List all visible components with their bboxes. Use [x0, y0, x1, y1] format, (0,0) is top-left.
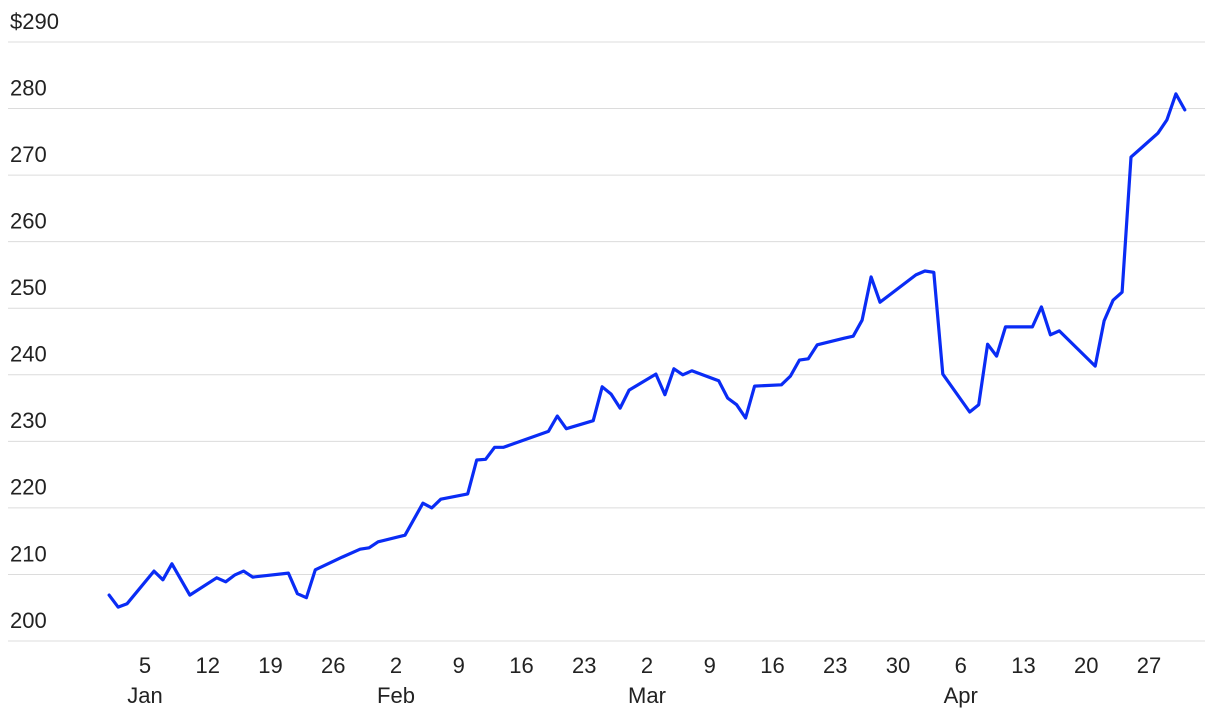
month-label: Apr	[944, 683, 978, 708]
price-line	[107, 92, 1187, 609]
x-tick-label: 27	[1137, 653, 1161, 678]
x-tick-label: 23	[823, 653, 847, 678]
x-tick-label: 20	[1074, 653, 1098, 678]
x-tick-label: 30	[886, 653, 910, 678]
y-tick-label: 220	[10, 475, 47, 500]
month-label: Mar	[628, 683, 666, 708]
x-tick-label: 16	[509, 653, 533, 678]
month-label: Jan	[127, 683, 162, 708]
y-tick-label: 200	[10, 608, 47, 633]
month-label: Feb	[377, 683, 415, 708]
x-tick-label: 2	[641, 653, 653, 678]
y-tick-label: 210	[10, 541, 47, 566]
x-tick-label: 23	[572, 653, 596, 678]
x-tick-label: 5	[139, 653, 151, 678]
x-tick-label: 6	[955, 653, 967, 678]
y-tick-label: 240	[10, 342, 47, 367]
x-tick-label: 9	[704, 653, 716, 678]
y-tick-label: 230	[10, 408, 47, 433]
y-tick-label: 280	[10, 75, 47, 100]
y-tick-label: 270	[10, 142, 47, 167]
x-tick-label: 2	[390, 653, 402, 678]
x-tick-label: 26	[321, 653, 345, 678]
x-tick-label: 16	[760, 653, 784, 678]
y-tick-label: 250	[10, 275, 47, 300]
x-tick-label: 13	[1011, 653, 1035, 678]
x-tick-label: 19	[258, 653, 282, 678]
x-tick-label: 12	[196, 653, 220, 678]
y-tick-label: $290	[10, 9, 59, 34]
y-tick-label: 260	[10, 208, 47, 233]
x-tick-label: 9	[453, 653, 465, 678]
